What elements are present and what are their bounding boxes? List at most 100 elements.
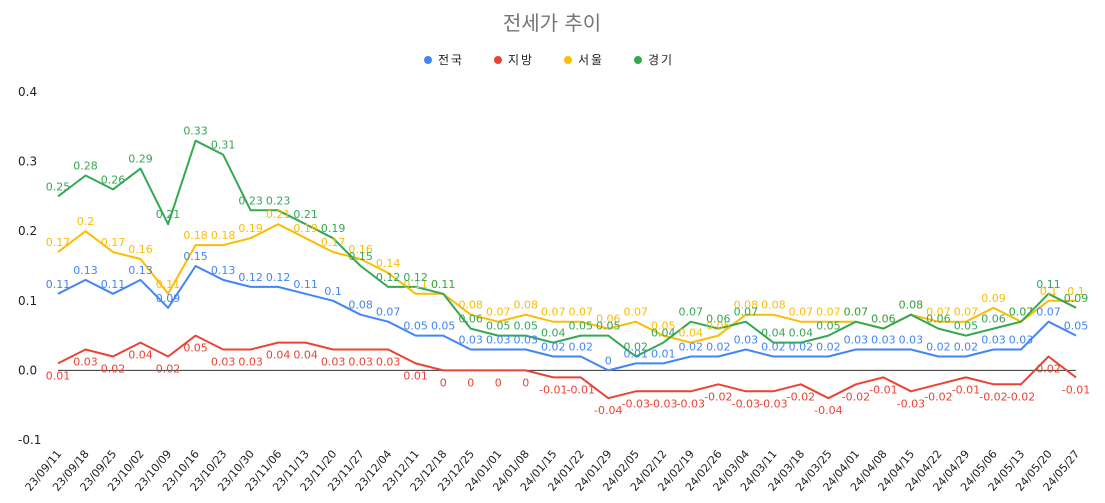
data-label: 0.13	[211, 264, 236, 277]
data-label: 0.23	[238, 194, 263, 207]
data-label: 0.08	[513, 299, 538, 312]
legend-marker	[494, 56, 502, 64]
data-label: 0.02	[954, 340, 979, 353]
data-label: -0.03	[897, 397, 925, 410]
legend-item[interactable]: 서울	[564, 53, 604, 67]
data-label: 0.03	[376, 356, 401, 369]
data-label: -0.02	[1007, 390, 1035, 403]
data-label: 0	[522, 376, 529, 389]
legend-label: 지방	[508, 53, 534, 67]
data-label: 0.03	[348, 356, 373, 369]
data-label: 0.07	[844, 306, 869, 319]
data-label: -0.01	[952, 383, 980, 396]
legend-item[interactable]: 전국	[424, 53, 464, 67]
data-label: 0.02	[761, 340, 786, 353]
data-label: -0.02	[979, 390, 1007, 403]
data-label: 0.03	[844, 334, 869, 347]
data-label: 0.11	[403, 278, 428, 291]
data-label: 0.2	[77, 215, 95, 228]
data-label: 0.13	[73, 264, 98, 277]
data-label: 0.03	[734, 334, 759, 347]
data-label: 0.33	[183, 125, 208, 138]
data-label: 0.04	[761, 327, 786, 340]
data-label: 0.02	[101, 362, 126, 375]
data-label: 0.02	[706, 340, 731, 353]
data-label: 0.08	[899, 299, 924, 312]
data-label: 0.07	[569, 306, 594, 319]
data-label: 0.09	[1064, 292, 1089, 305]
data-label: 0.11	[431, 278, 456, 291]
y-axis: 0.4 0.3 0.2 0.1 0.0 -0.1	[18, 85, 41, 447]
data-label: 0.05	[403, 320, 428, 333]
data-label: -0.02	[842, 390, 870, 403]
data-label: 0.21	[266, 208, 291, 221]
data-label: 0	[495, 376, 502, 389]
data-label: 0.05	[816, 320, 841, 333]
legend-item[interactable]: 지방	[494, 53, 534, 67]
y-tick-label: 0.3	[18, 155, 37, 169]
data-label: 0.03	[73, 356, 98, 369]
data-label: -0.03	[759, 397, 787, 410]
data-label: 0.07	[1009, 306, 1034, 319]
data-label: 0.07	[844, 306, 869, 319]
data-label: 0.05	[431, 320, 456, 333]
data-label: 0.02	[156, 362, 181, 375]
legend-marker	[424, 56, 432, 64]
data-label: 0.07	[789, 306, 814, 319]
data-label: 0.05	[183, 342, 208, 355]
data-label: 0.07	[954, 306, 979, 319]
data-label: 0.16	[348, 243, 373, 256]
data-label: 0.28	[73, 160, 98, 173]
y-tick-label: 0.4	[18, 85, 37, 99]
data-label: 0.07	[486, 306, 511, 319]
data-label: 0.07	[926, 306, 951, 319]
data-label: 0.06	[871, 313, 896, 326]
legend-label: 경기	[648, 53, 674, 67]
data-label: 0.07	[734, 306, 759, 319]
data-label: 0.12	[266, 271, 291, 284]
data-label: 0.08	[348, 299, 373, 312]
data-label: 0.06	[981, 313, 1006, 326]
series-line	[57, 265, 1077, 372]
legend-label: 서울	[578, 53, 604, 67]
data-label: 0.07	[816, 306, 841, 319]
data-label: 0.07	[624, 306, 649, 319]
data-label: -0.01	[567, 383, 595, 396]
data-label: 0.12	[238, 271, 263, 284]
data-label: 0.03	[899, 334, 924, 347]
series-layer	[57, 139, 1077, 400]
data-label: 0.05	[486, 320, 511, 333]
data-label: 0.03	[871, 334, 896, 347]
legend[interactable]: 전국 지방 서울 경기	[424, 53, 674, 67]
data-label: 0.04	[128, 349, 153, 362]
data-label: 0.03	[211, 356, 236, 369]
data-label: 0.08	[734, 299, 759, 312]
data-label: 0.04	[651, 327, 676, 340]
legend-item[interactable]: 경기	[634, 53, 674, 67]
data-label: 0.03	[238, 356, 263, 369]
data-label: 0.13	[128, 264, 153, 277]
data-label: -0.03	[622, 397, 650, 410]
data-label: 0.19	[321, 222, 346, 235]
data-label: 0	[467, 376, 474, 389]
y-tick-label: 0.1	[18, 294, 37, 308]
data-labels: 0.110.130.110.130.090.150.130.12 0.120.11…	[46, 125, 1090, 418]
data-label: 0.04	[679, 327, 704, 340]
data-label: 0.02	[789, 340, 814, 353]
data-label: -0.04	[814, 404, 842, 417]
data-label: 0.02	[569, 340, 594, 353]
data-label: 0.12	[403, 271, 428, 284]
data-label: 0.07	[1036, 306, 1061, 319]
data-label: 0.1	[1040, 285, 1058, 298]
data-label: 0.16	[128, 243, 153, 256]
data-label: 0.03	[981, 334, 1006, 347]
data-label: 0.07	[1009, 306, 1034, 319]
data-label: 0.08	[458, 299, 483, 312]
data-label: 0.09	[156, 292, 181, 305]
data-label: 0.17	[46, 236, 71, 249]
data-label: 0.05	[954, 320, 979, 333]
data-label: 0.06	[458, 313, 483, 326]
data-label: 0.06	[871, 313, 896, 326]
data-label: 0.02	[926, 340, 951, 353]
